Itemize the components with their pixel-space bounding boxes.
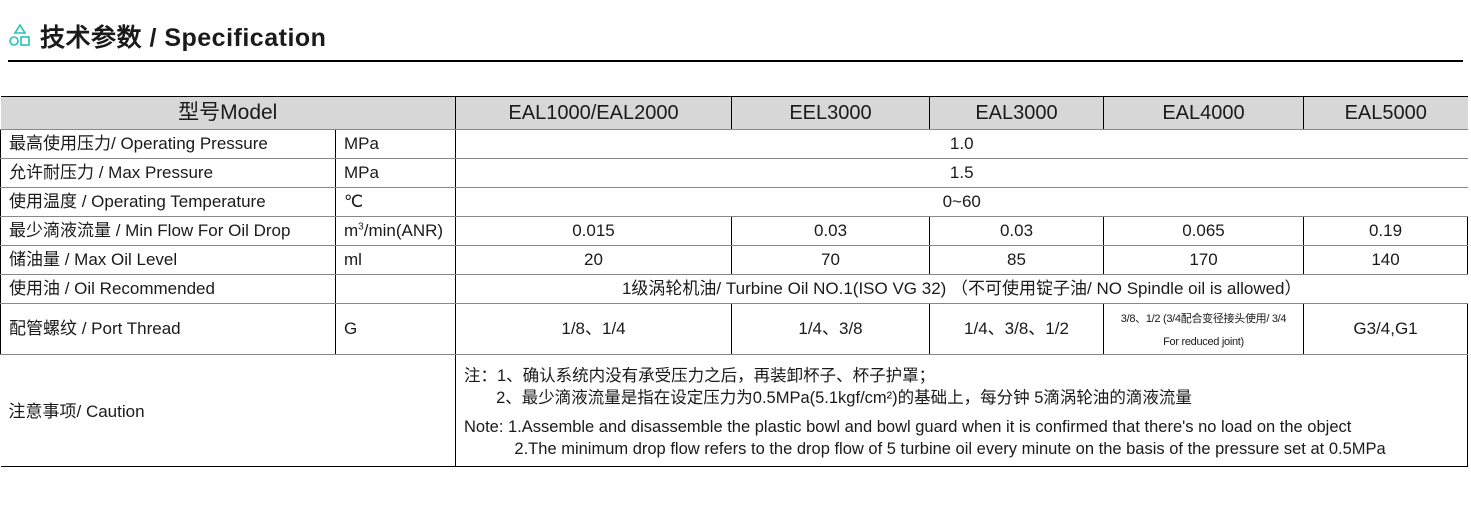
v1: 0.03 [732,217,930,246]
row-max-oil: 储油量 / Max Oil Level ml 20 70 85 170 140 [1,246,1468,275]
v0: 0.015 [456,217,732,246]
v2: 85 [930,246,1104,275]
model-col-4: EAL5000 [1304,97,1468,130]
v3: 170 [1104,246,1304,275]
label: 最高使用压力/ Operating Pressure [1,130,336,159]
model-col-3: EAL4000 [1104,97,1304,130]
label: 最少滴液流量 / Min Flow For Oil Drop [1,217,336,246]
unit [336,275,456,304]
v1: 70 [732,246,930,275]
unit: MPa [336,130,456,159]
caution-line3: Note: 1.Assemble and disassemble the pla… [464,416,1459,438]
caution-line1: 注：1、确认系统内没有承受压力之后，再装卸杯子、杯子护罩； [464,365,1459,387]
model-label: 型号Model [1,97,456,130]
caution-line2: 2、最少滴液流量是指在设定压力为0.5MPa(5.1kgf/cm²)的基础上，每… [464,387,1459,409]
header-row: 型号Model EAL1000/EAL2000 EEL3000 EAL3000 … [1,97,1468,130]
label: 储油量 / Max Oil Level [1,246,336,275]
unit: ml [336,246,456,275]
v4: 0.19 [1304,217,1468,246]
label: 使用油 / Oil Recommended [1,275,336,304]
row-op-temp: 使用温度 / Operating Temperature ℃ 0~60 [1,188,1468,217]
v0: 1/8、1/4 [456,304,732,355]
model-col-1: EEL3000 [732,97,930,130]
v3: 0.065 [1104,217,1304,246]
row-max-pressure: 允许耐压力 / Max Pressure MPa 1.5 [1,159,1468,188]
v2: 0.03 [930,217,1104,246]
label: 使用温度 / Operating Temperature [1,188,336,217]
model-col-0: EAL1000/EAL2000 [456,97,732,130]
unit: MPa [336,159,456,188]
label: 配管螺纹 / Port Thread [1,304,336,355]
row-min-flow: 最少滴液流量 / Min Flow For Oil Drop m3/min(AN… [1,217,1468,246]
unit: m3/min(ANR) [336,217,456,246]
value: 0~60 [456,188,1468,217]
v0: 20 [456,246,732,275]
unit: ℃ [336,188,456,217]
value: 1.5 [456,159,1468,188]
value: 1级涡轮机油/ Turbine Oil NO.1(ISO VG 32) （不可使… [456,275,1468,304]
v3: 3/8、1/2 (3/4配合变径接头使用/ 3/4 For reduced jo… [1104,304,1304,355]
row-oil-rec: 使用油 / Oil Recommended 1级涡轮机油/ Turbine Oi… [1,275,1468,304]
heading-underline [8,60,1463,62]
v1: 1/4、3/8 [732,304,930,355]
spec-icon [8,24,32,48]
label: 允许耐压力 / Max Pressure [1,159,336,188]
caution-body: 注：1、确认系统内没有承受压力之后，再装卸杯子、杯子护罩； 2、最少滴液流量是指… [456,355,1468,467]
value: 1.0 [456,130,1468,159]
row-caution: 注意事项/ Caution 注：1、确认系统内没有承受压力之后，再装卸杯子、杯子… [1,355,1468,467]
spec-table: 型号Model EAL1000/EAL2000 EEL3000 EAL3000 … [0,96,1468,467]
unit: G [336,304,456,355]
row-port: 配管螺纹 / Port Thread G 1/8、1/4 1/4、3/8 1/4… [1,304,1468,355]
section-title: 技术参数 / Specification [40,18,326,54]
model-col-2: EAL3000 [930,97,1104,130]
row-op-pressure: 最高使用压力/ Operating Pressure MPa 1.0 [1,130,1468,159]
port-small: 3/8、1/2 (3/4配合变径接头使用/ 3/4 For reduced jo… [1121,313,1287,348]
caution-line4: 2.The minimum drop flow refers to the dr… [464,438,1459,460]
v4: G3/4,G1 [1304,304,1468,355]
v4: 140 [1304,246,1468,275]
caution-label: 注意事项/ Caution [1,355,456,467]
v2: 1/4、3/8、1/2 [930,304,1104,355]
